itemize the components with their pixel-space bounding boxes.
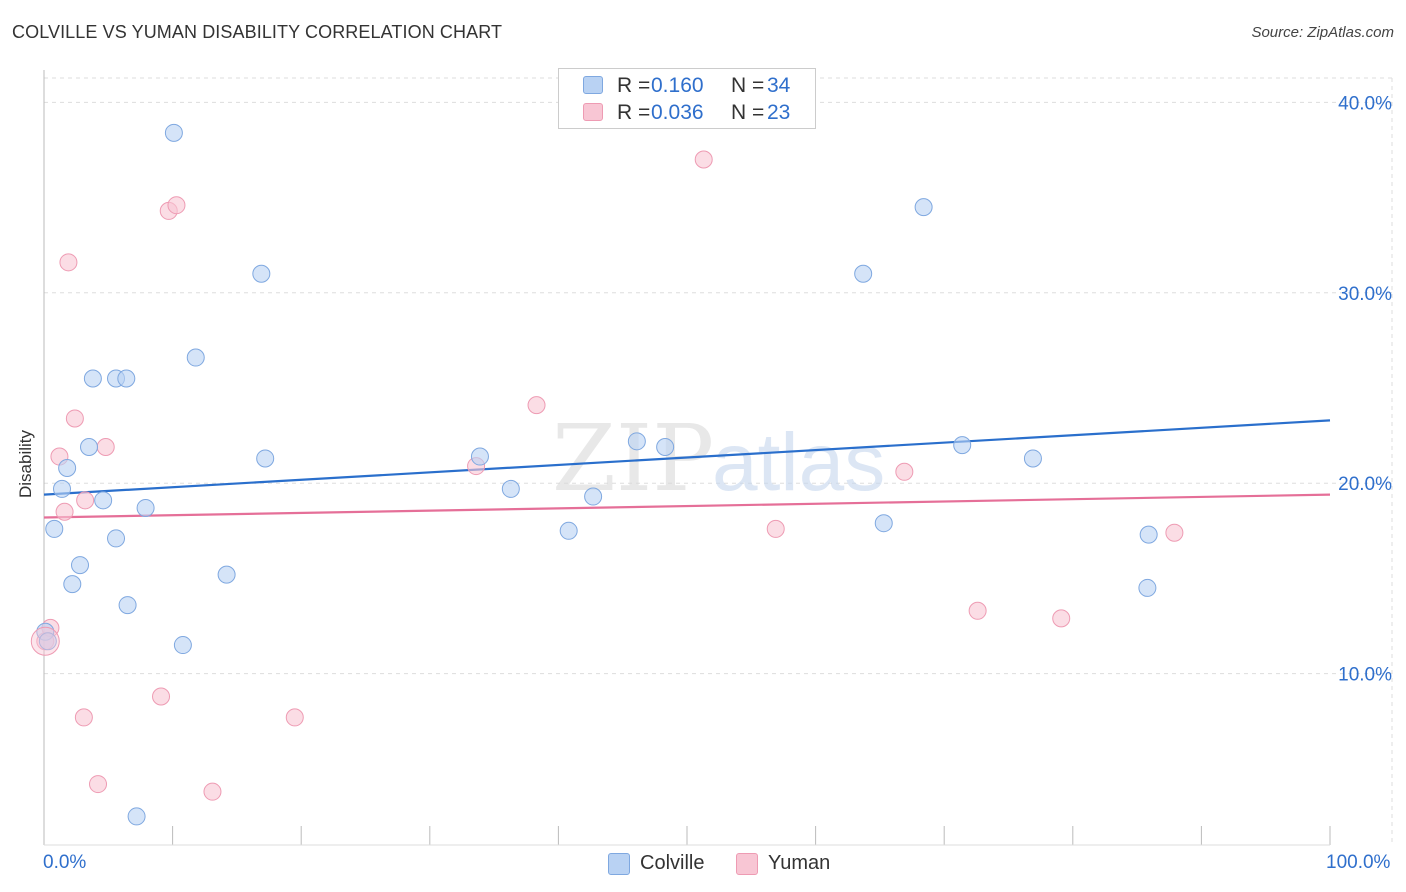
colville-point — [80, 438, 99, 457]
colville-point — [470, 447, 489, 466]
colville-point — [256, 449, 275, 468]
source-label: Source: ZipAtlas.com — [1251, 24, 1394, 41]
y-axis-label: Disability — [16, 429, 35, 498]
yuman-point — [203, 782, 222, 801]
colville-point — [584, 487, 603, 506]
yuman-point — [74, 708, 93, 727]
colville-point — [854, 264, 873, 283]
legend-label-colville: Colville — [640, 852, 705, 874]
watermark-zip: ZIP — [552, 405, 714, 512]
x-min-label: 0.0% — [43, 852, 87, 873]
colville-point — [501, 479, 520, 498]
yuman-point — [152, 687, 171, 706]
yuman-point — [895, 462, 914, 481]
colville-point — [58, 458, 77, 477]
yuman-point — [167, 196, 186, 215]
n-value: 34 — [767, 74, 791, 97]
colville-swatch — [608, 853, 630, 875]
colville-point — [117, 369, 136, 388]
colville-point — [1023, 449, 1042, 468]
data-points — [30, 123, 1184, 826]
colville-point — [914, 198, 933, 217]
yuman-point — [96, 438, 115, 457]
colville-point — [217, 565, 236, 584]
n-label: N = — [731, 101, 765, 124]
yuman-point-cluster — [30, 626, 60, 656]
colville-point — [874, 514, 893, 533]
axes — [43, 70, 1331, 846]
y-tick-label: 20.0% — [1338, 474, 1392, 495]
watermark-atlas: atlas — [712, 417, 885, 508]
yuman-point — [968, 601, 987, 620]
colville-point — [71, 556, 90, 575]
correlation-legend: R = 0.160 N = 34 R = 0.036 N = 23 — [558, 68, 816, 129]
colville-point — [118, 596, 137, 615]
x-max-label: 100.0% — [1326, 852, 1391, 873]
colville-point — [164, 123, 183, 142]
y-tick-label: 40.0% — [1338, 93, 1392, 114]
colville-point — [63, 575, 82, 594]
yuman-point — [285, 708, 304, 727]
colville-point — [1138, 578, 1157, 597]
colville-point — [656, 438, 675, 457]
r-value: 0.036 — [651, 101, 704, 124]
colville-trend-line — [43, 419, 1331, 496]
r-label: R = — [617, 74, 651, 97]
colville-point — [45, 519, 64, 538]
colville-point — [38, 632, 57, 651]
yuman-point — [694, 150, 713, 169]
colville-point — [136, 498, 155, 517]
yuman-point — [527, 396, 546, 415]
colville-point — [627, 432, 646, 451]
y-tick-label: 30.0% — [1338, 284, 1392, 305]
colville-point — [53, 479, 72, 498]
yuman-point — [76, 491, 95, 510]
yuman-point — [766, 519, 785, 538]
colville-point — [1139, 525, 1158, 544]
yuman-point — [89, 775, 108, 794]
chart-title: COLVILLE VS YUMAN DISABILITY CORRELATION… — [12, 22, 503, 42]
colville-swatch — [583, 76, 603, 94]
yuman-swatch — [736, 853, 758, 875]
r-label: R = — [617, 101, 651, 124]
yuman-swatch — [583, 103, 603, 121]
trend-lines — [43, 419, 1331, 519]
y-tick-label: 10.0% — [1338, 665, 1392, 686]
yuman-point — [65, 409, 84, 428]
colville-point — [83, 369, 102, 388]
colville-point — [252, 264, 271, 283]
n-label: N = — [731, 74, 765, 97]
yuman-trend-line — [43, 493, 1331, 519]
n-value: 23 — [767, 101, 791, 124]
y-tick-labels: 10.0% 20.0% 30.0% 40.0% — [1338, 93, 1392, 685]
watermark: ZIP atlas — [552, 405, 885, 512]
legend-label-yuman: Yuman — [768, 852, 831, 874]
colville-point — [127, 807, 146, 826]
r-value: 0.160 — [651, 74, 704, 97]
colville-point — [94, 491, 113, 510]
colville-point — [107, 529, 126, 548]
colville-point — [559, 521, 578, 540]
colville-point — [953, 436, 972, 455]
colville-point — [186, 348, 205, 367]
yuman-point — [1165, 523, 1184, 542]
yuman-point — [55, 502, 74, 521]
yuman-point — [59, 253, 78, 272]
colville-point — [173, 636, 192, 655]
yuman-point — [1052, 609, 1071, 628]
